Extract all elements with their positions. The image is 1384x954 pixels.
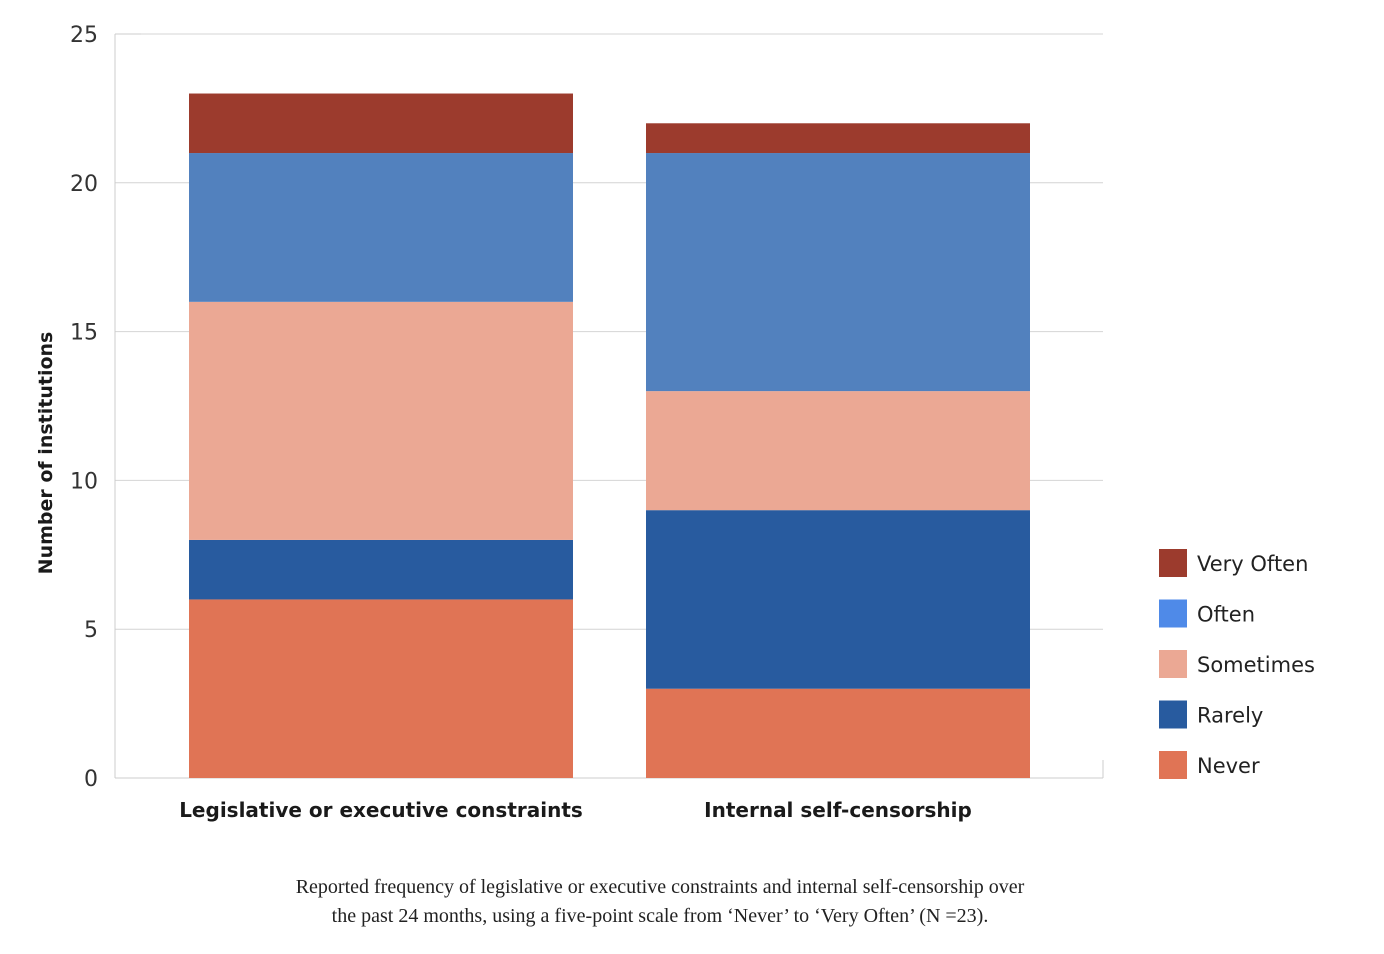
legend-label: Often bbox=[1197, 603, 1255, 627]
legend-label: Rarely bbox=[1197, 704, 1263, 728]
x-category-label: Internal self-censorship bbox=[704, 798, 972, 822]
caption-line-2: the past 24 months, using a five-point s… bbox=[331, 905, 989, 927]
legend-label: Very Often bbox=[1197, 552, 1308, 576]
legend-swatch bbox=[1159, 549, 1187, 577]
legend: Very Often Often Sometimes Rarely Never bbox=[1159, 549, 1315, 779]
bar-segment-never bbox=[189, 599, 573, 778]
bar-segment-sometimes bbox=[646, 391, 1030, 511]
x-category-label: Legislative or executive constraints bbox=[179, 798, 583, 822]
caption-line-1: Reported frequency of legislative or exe… bbox=[295, 876, 1025, 898]
y-tick-label: 0 bbox=[84, 767, 98, 792]
legend-label: Sometimes bbox=[1197, 653, 1315, 677]
legend-swatch bbox=[1159, 650, 1187, 678]
y-tick-label: 15 bbox=[70, 321, 98, 346]
y-tick-label: 20 bbox=[70, 172, 98, 197]
legend-label: Never bbox=[1197, 754, 1260, 778]
y-tick-label: 10 bbox=[70, 469, 98, 494]
bar-segment-often bbox=[646, 153, 1030, 392]
category-labels: Legislative or executive constraints Inte… bbox=[179, 798, 972, 822]
legend-swatch bbox=[1159, 751, 1187, 779]
bar-segment-often bbox=[189, 153, 573, 302]
bar-segment-rarely bbox=[646, 510, 1030, 689]
bar-segment-very-often bbox=[189, 93, 573, 154]
y-tick-label: 25 bbox=[70, 23, 98, 48]
figure-caption: Reported frequency of legislative or exe… bbox=[160, 873, 1160, 931]
legend-swatch bbox=[1159, 700, 1187, 729]
y-axis-title: Number of institutions bbox=[35, 332, 57, 575]
y-tick-labels: 0 5 10 15 20 25 bbox=[70, 23, 98, 792]
bar-segment-rarely bbox=[189, 539, 573, 600]
bar-segment-very-often bbox=[646, 123, 1030, 154]
bar-segment-never bbox=[646, 688, 1030, 778]
legend-swatch bbox=[1159, 599, 1187, 628]
y-tick-label: 5 bbox=[84, 618, 98, 643]
bars bbox=[189, 93, 1030, 778]
bar-segment-sometimes bbox=[189, 301, 573, 540]
